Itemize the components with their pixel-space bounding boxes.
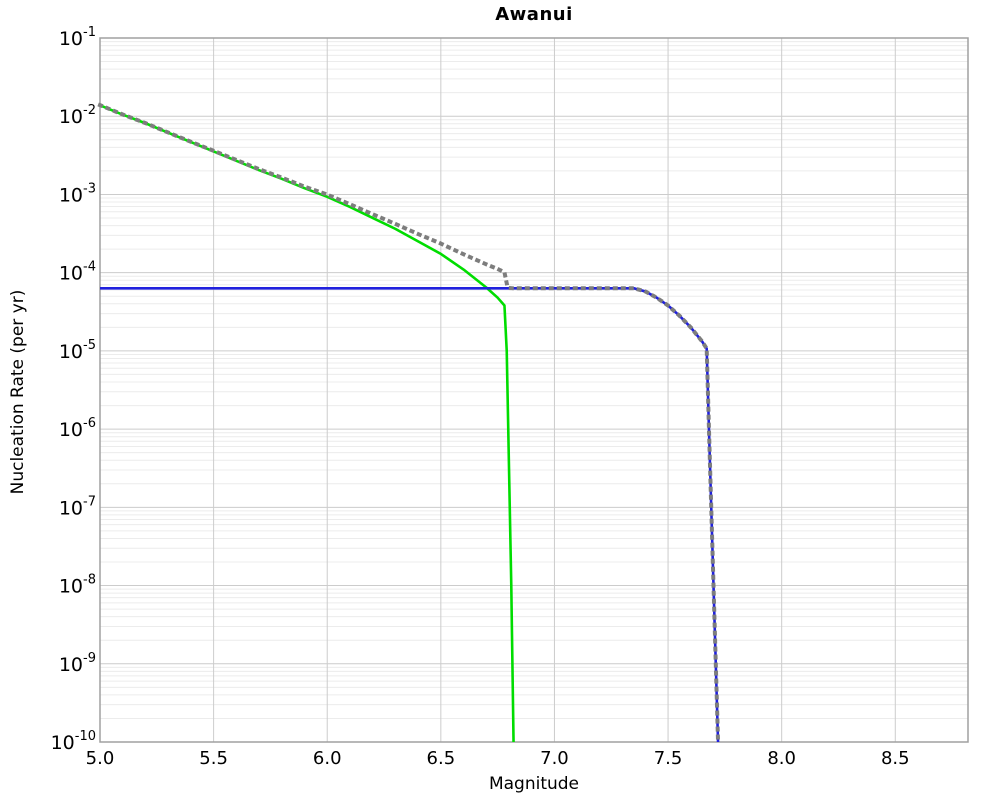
x-tick-label: 5.0 [86, 748, 115, 769]
y-tick-label: 10-9 [59, 651, 96, 676]
y-tick-label: 10-7 [59, 494, 96, 519]
x-tick-label: 8.5 [881, 748, 910, 769]
x-tick-label: 7.5 [654, 748, 683, 769]
y-tick-label: 10-8 [59, 573, 96, 598]
y-tick-label: 10-10 [51, 729, 96, 754]
y-tick-label: 10-2 [59, 103, 96, 128]
x-tick-label: 8.0 [767, 748, 796, 769]
x-axis-title: Magnitude [488, 774, 580, 794]
x-tick-label: 6.5 [427, 748, 456, 769]
x-tick-label: 6.0 [313, 748, 342, 769]
y-tick-label: 10-5 [59, 338, 96, 363]
y-tick-label: 10-1 [59, 25, 96, 50]
plot-frame [99, 37, 969, 743]
y-tick-label: 10-6 [59, 416, 96, 441]
chart-title: Awanui [495, 4, 573, 25]
series-background-rate-green [99, 104, 515, 743]
y-tick-label: 10-4 [59, 260, 96, 285]
x-tick-label: 5.5 [199, 748, 228, 769]
series-total-rate-dotted [97, 102, 721, 745]
x-tick-label: 7.0 [540, 748, 569, 769]
y-tick-label: 10-3 [59, 181, 96, 206]
